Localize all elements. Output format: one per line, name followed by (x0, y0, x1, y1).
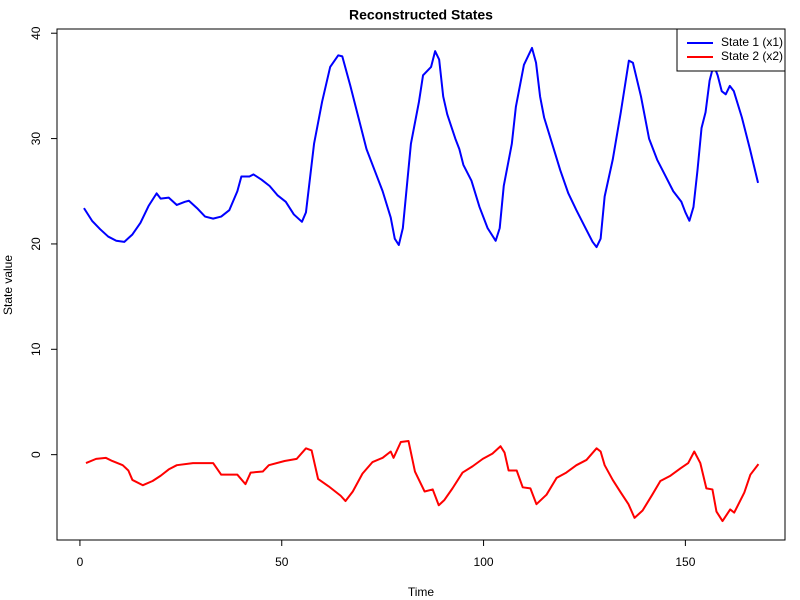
y-tick-label: 40 (29, 26, 43, 40)
y-tick-label: 0 (29, 451, 43, 458)
x-tick-label: 100 (474, 555, 494, 569)
chart-title: Reconstructed States (349, 7, 493, 23)
legend-box (676, 28, 786, 72)
y-tick-label: 20 (29, 237, 43, 251)
y-tick-label: 10 (29, 342, 43, 356)
x-tick-label: 150 (675, 555, 695, 569)
x-axis-label: Time (408, 585, 435, 599)
y-axis-label: State value (1, 255, 15, 315)
legend-label: State 2 (x2) (721, 49, 783, 63)
x-tick-label: 0 (77, 555, 84, 569)
series-line (83, 46, 760, 249)
y-tick-label: 30 (29, 132, 43, 146)
x-tick-label: 50 (275, 555, 289, 569)
plot-frame (56, 28, 786, 541)
legend-label: State 1 (x1) (721, 35, 783, 49)
series-line (85, 439, 760, 523)
